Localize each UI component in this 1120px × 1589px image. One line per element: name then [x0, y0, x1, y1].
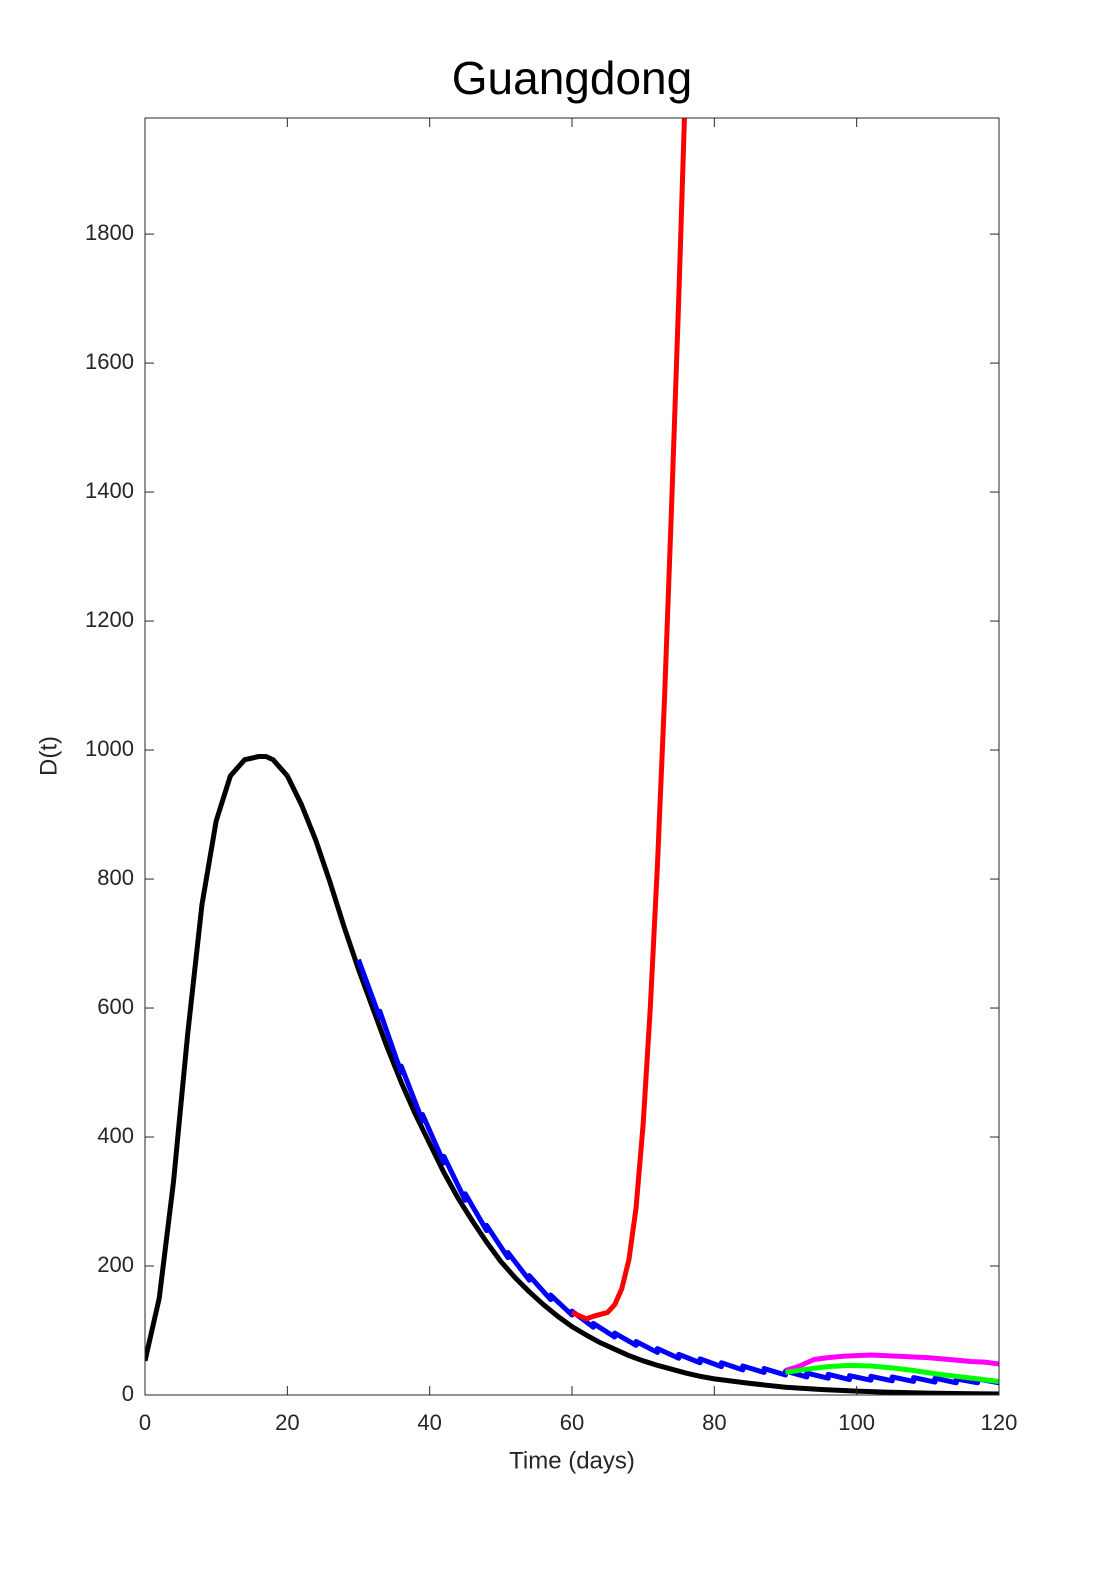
y-axis-label: D(t): [35, 736, 62, 776]
y-tick-label: 1200: [85, 607, 134, 632]
data-line: [145, 754, 999, 1395]
y-tick-label: 600: [97, 994, 134, 1019]
y-tick-label: 0: [122, 1381, 134, 1406]
x-tick-label: 80: [702, 1410, 726, 1435]
plot-lines: [145, 118, 999, 1395]
y-tick-label: 1000: [85, 736, 134, 761]
y-tick-label: 1400: [85, 478, 134, 503]
x-tick-label: 0: [139, 1410, 151, 1435]
x-tick-label: 40: [417, 1410, 441, 1435]
x-tick-label: 20: [275, 1410, 299, 1435]
y-tick-label: 1600: [85, 349, 134, 374]
x-axis-label: Time (days): [509, 1447, 635, 1474]
y-tick-label: 400: [97, 1123, 134, 1148]
x-tick-label: 120: [981, 1410, 1018, 1435]
data-line: [356, 958, 999, 1386]
y-tick-label: 1800: [85, 220, 134, 245]
y-tick-label: 200: [97, 1252, 134, 1277]
x-tick-label: 60: [560, 1410, 584, 1435]
data-line: [570, 118, 687, 1322]
x-tick-label: 100: [838, 1410, 875, 1435]
data-line: [784, 1352, 999, 1373]
data-line: [785, 1362, 999, 1384]
y-tick-label: 800: [97, 865, 134, 890]
chart-title: Guangdong: [452, 52, 692, 104]
